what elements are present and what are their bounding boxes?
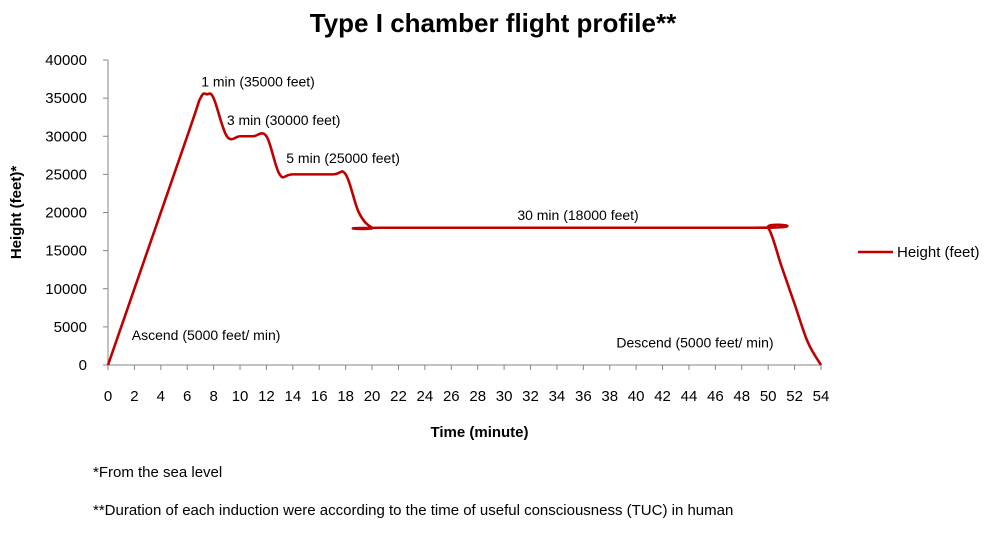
annotation-label: Ascend (5000 feet/ min)	[132, 327, 281, 343]
x-tick-label: 26	[443, 388, 460, 405]
annotation-label: Descend (5000 feet/ min)	[616, 334, 773, 350]
x-tick-label: 44	[681, 388, 698, 405]
y-tick-label: 35000	[45, 90, 87, 107]
x-tick-label: 10	[232, 388, 249, 405]
legend-label: Height (feet)	[897, 244, 980, 261]
x-tick-label: 32	[522, 388, 539, 405]
x-tick-label: 14	[285, 388, 302, 405]
x-tick-label: 6	[183, 388, 191, 405]
y-tick-label: 5000	[54, 319, 87, 336]
x-tick-label: 54	[813, 388, 830, 405]
series-line-height	[106, 92, 823, 366]
x-tick-label: 52	[786, 388, 803, 405]
x-tick-label: 34	[549, 388, 566, 405]
x-tick-label: 40	[628, 388, 645, 405]
chart-title: Type I chamber flight profile**	[310, 8, 677, 38]
y-tick-label: 0	[79, 357, 87, 374]
annotation-label: 3 min (30000 feet)	[227, 112, 341, 128]
x-tick-label: 16	[311, 388, 328, 405]
y-tick-label: 15000	[45, 243, 87, 260]
x-tick-label: 12	[258, 388, 275, 405]
footnote-tuc: **Duration of each induction were accord…	[93, 502, 734, 519]
annotation-label: 1 min (35000 feet)	[201, 74, 315, 90]
y-tick-label: 30000	[45, 128, 87, 145]
x-tick-label: 24	[417, 388, 434, 405]
x-tick-label: 8	[209, 388, 217, 405]
x-axis-title: Time (minute)	[430, 424, 528, 441]
x-tick-label: 22	[390, 388, 407, 405]
annotation-label: 30 min (18000 feet)	[517, 207, 638, 223]
y-tick-label: 40000	[45, 52, 87, 69]
y-tick-label: 10000	[45, 281, 87, 298]
x-tick-label: 46	[707, 388, 724, 405]
x-tick-label: 18	[337, 388, 354, 405]
footnote-sea-level: *From the sea level	[93, 464, 223, 481]
x-tick-label: 20	[364, 388, 381, 405]
x-tick-label: 30	[496, 388, 513, 405]
y-axis-title: Height (feet)*	[8, 166, 25, 259]
y-tick-label: 25000	[45, 166, 87, 183]
x-tick-label: 2	[130, 388, 138, 405]
x-tick-label: 50	[760, 388, 777, 405]
x-tick-label: 28	[469, 388, 486, 405]
x-tick-label: 0	[104, 388, 112, 405]
x-tick-label: 48	[733, 388, 750, 405]
x-tick-label: 4	[157, 388, 165, 405]
x-tick-label: 42	[654, 388, 671, 405]
x-tick-label: 36	[575, 388, 592, 405]
annotation-label: 5 min (25000 feet)	[286, 150, 400, 166]
y-tick-label: 20000	[45, 205, 87, 222]
x-tick-label: 38	[601, 388, 618, 405]
